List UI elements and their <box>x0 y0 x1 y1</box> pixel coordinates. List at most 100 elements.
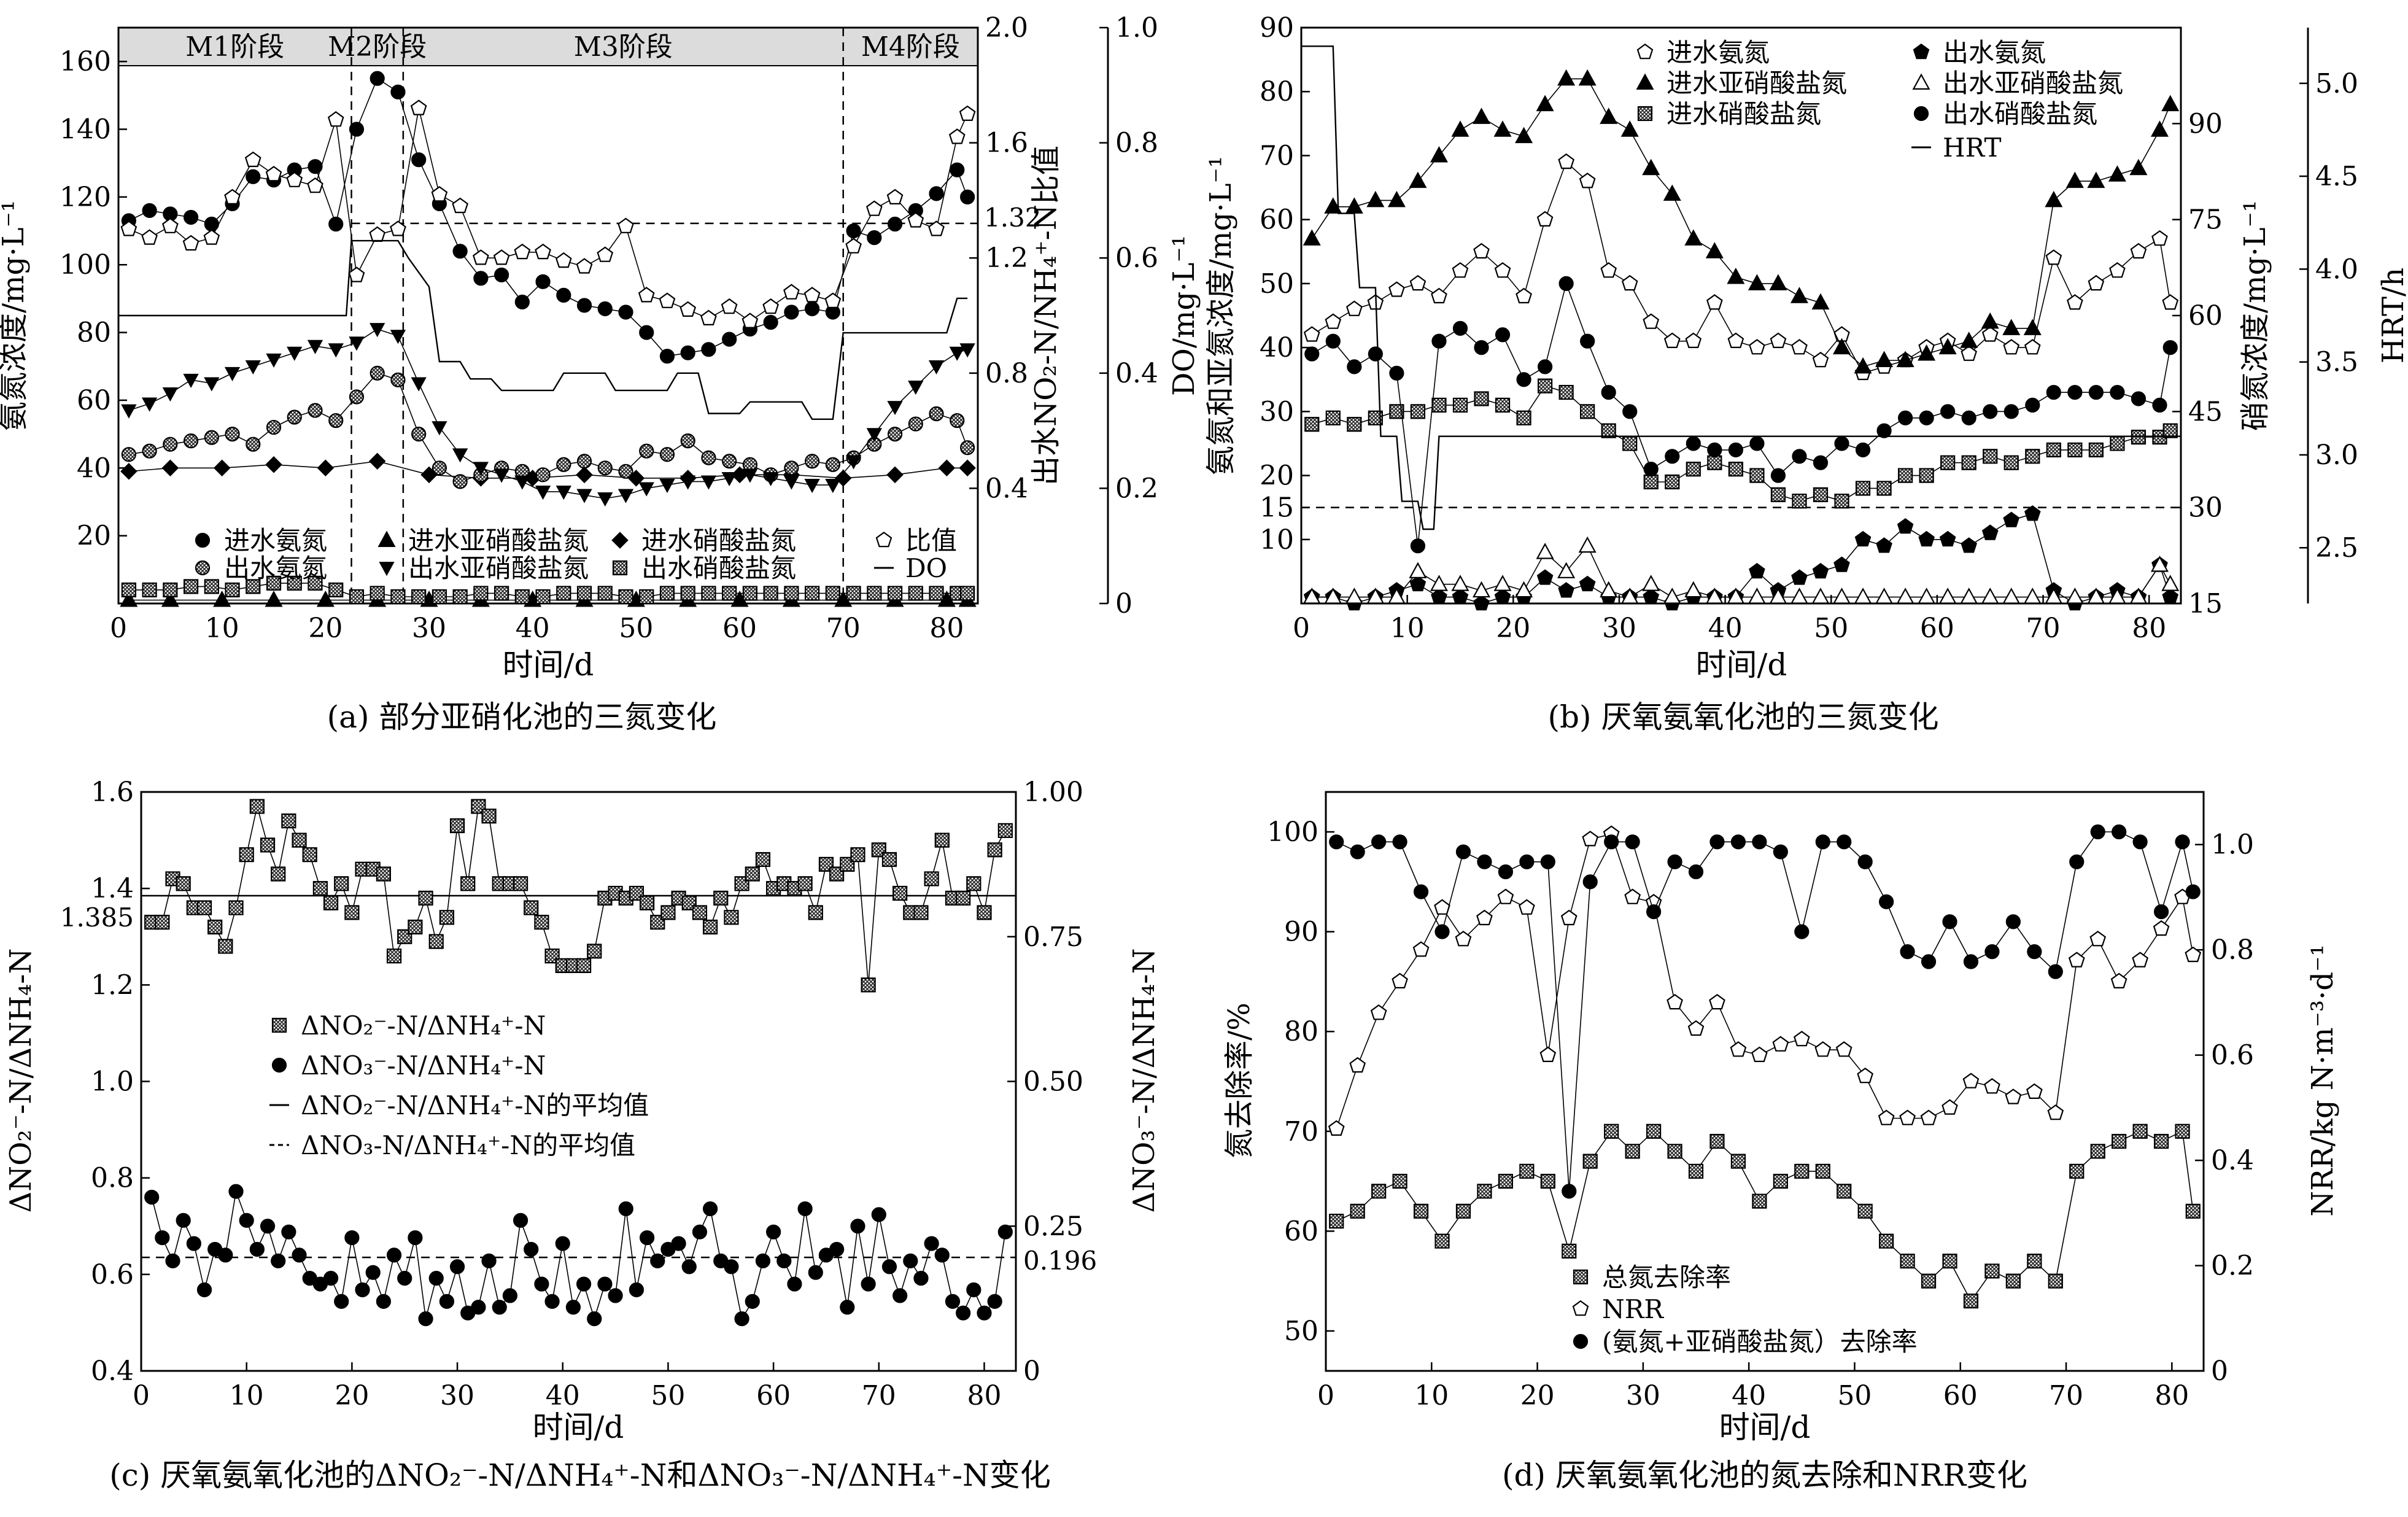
chart-a-series-3-point <box>908 416 923 432</box>
chart-a-series-3-point <box>121 447 136 462</box>
chart-d-series-0-point <box>1921 1273 1937 1289</box>
chart-d-series-0-point <box>1540 1173 1555 1189</box>
chart-a-series-5-point <box>328 582 344 598</box>
chart-a-series-6-point <box>824 292 842 308</box>
chart-d-y-tick-label: 90 <box>1284 917 1318 948</box>
chart-a-series-4-point <box>742 468 758 483</box>
chart-a-series-0-point <box>960 189 975 204</box>
chart-a-series-6-path <box>128 108 968 322</box>
chart-a-series-5-point <box>514 589 530 605</box>
chart-b-series-3-point <box>1939 530 1956 547</box>
chart-d-series-0-point <box>1646 1123 1662 1139</box>
chart-d-series-1-point <box>1392 972 1408 988</box>
chart-a-series-5-point <box>742 586 758 601</box>
chart-a-series-2-point <box>213 459 231 477</box>
chart-a-series-4-point <box>949 346 965 361</box>
chart-d-series-2-point <box>1455 844 1471 859</box>
chart-b-series-1-point <box>1387 190 1406 208</box>
chart-a-series-6-point <box>473 249 489 265</box>
chart-b-y-tick-label: 20 <box>1260 460 1294 492</box>
chart-a-series-0-point <box>535 274 551 289</box>
chart-b-x-tick-label: 30 <box>1602 613 1636 644</box>
chart-a-series-2-point <box>368 452 386 470</box>
chart-c-series-0-point <box>196 900 212 915</box>
chart-a-series-5-point <box>287 575 302 591</box>
chart-b-series-4-point <box>2129 588 2148 604</box>
chart-c-series-1-point <box>155 1230 170 1246</box>
chart-b-series-1-point <box>1727 267 1745 284</box>
chart-d-y2-label: NRR/kg N·m⁻³·d⁻¹ <box>2305 944 2340 1216</box>
chart-a-caption: (a) 部分亚硝化池的三氮变化 <box>327 699 717 735</box>
chart-b-legend-item-swatch <box>1913 106 1929 122</box>
chart-a-y3-tick-label: 0.4 <box>1115 358 1158 389</box>
chart-a-series-6-point <box>244 151 261 168</box>
chart-d-legend-item-label: (氨氮+亚硝酸盐氮）去除率 <box>1602 1327 1918 1357</box>
chart-a-series-3-point <box>390 372 406 387</box>
chart-a-series-1-point <box>161 590 179 607</box>
chart-d-series-1-point <box>2132 952 2148 968</box>
chart-b-series-4-point <box>1875 588 1894 604</box>
chart-d-series-0-point <box>1984 1263 2000 1279</box>
chart-b-y2-tick-label: 90 <box>2188 108 2223 139</box>
chart-b-series-1-point <box>1854 357 1872 374</box>
chart-d-x-tick-label: 0 <box>1317 1380 1334 1411</box>
chart-d-series-2-point <box>2027 944 2042 960</box>
chart-c-series-1-point <box>597 1276 613 1292</box>
chart-a-series-5-point <box>390 589 406 605</box>
chart-d-series-0-point <box>2027 1254 2042 1269</box>
chart-b-series-2-point <box>1643 474 1659 490</box>
chart-b-series-5-point <box>1347 359 1362 374</box>
chart-a-series-6-point <box>120 220 137 236</box>
chart-b-series-4-point <box>1578 536 1597 553</box>
chart-d-series-0-point <box>1752 1193 1767 1209</box>
chart-b-series-5-point <box>1919 410 1934 425</box>
chart-a-series-4-point <box>204 377 220 392</box>
chart-b-series-2-point <box>2046 442 2061 457</box>
chart-c-series-1-point <box>829 1241 845 1257</box>
chart-d-series-1 <box>1328 825 2202 1136</box>
chart-d-series-1-point <box>1941 1099 1958 1115</box>
chart-a-series-0-point <box>887 216 903 232</box>
chart-a-series-3-point <box>639 443 654 459</box>
chart-c-series-0-point <box>344 905 360 920</box>
chart-a-series-5-point <box>163 582 178 598</box>
chart-b-series-5-path <box>1311 282 2171 546</box>
chart-d-series-1-point <box>1814 1041 1832 1057</box>
chart-a-x-tick-label: 70 <box>826 613 861 644</box>
chart-c-legend-item-label: ΔNO₃⁻-N/ΔNH₄⁺-N <box>301 1050 546 1081</box>
chart-a-series-0-point <box>514 294 530 310</box>
chart-d-series-0-point <box>1794 1163 1810 1179</box>
chart-c-series-0-point <box>966 876 981 891</box>
chart-b-legend-item-swatch <box>1913 43 1930 60</box>
chart-b-series-1-point <box>2087 171 2105 188</box>
chart-a-series-5-point <box>805 586 820 601</box>
chart-d-series-0-point <box>1625 1144 1640 1159</box>
chart-b-series-4-point <box>1557 562 1576 578</box>
chart-b-y-tick-label: 90 <box>1260 12 1294 44</box>
chart-a-series-6-point <box>803 287 821 303</box>
chart-b-series-1-point <box>1981 312 1999 329</box>
chart-b-y2-tick-label: 60 <box>2188 300 2223 332</box>
chart-b-series-1-point <box>1366 190 1385 208</box>
chart-a-series-4-point <box>659 478 675 494</box>
chart-d-series-2-point <box>1329 834 1344 850</box>
chart-b-series-4-point <box>1493 575 1512 591</box>
chart-a-series-0-point <box>597 301 613 317</box>
chart-b-legend-item-label: 进水亚硝酸盐氮 <box>1667 68 1847 98</box>
chart-a-series-6-point <box>556 252 572 268</box>
chart-a-series-4-point <box>183 373 199 389</box>
chart-b-series-4-point <box>1409 562 1427 578</box>
chart-a-stage-label: M3阶段 <box>574 31 673 63</box>
chart-a-series-2-point <box>317 459 335 477</box>
chart-b-series-2-point <box>1580 404 1595 419</box>
chart-d-series-0-point <box>1434 1233 1450 1249</box>
chart-d-y-tick-label: 70 <box>1284 1116 1318 1147</box>
chart-a-series-0-point <box>328 216 344 232</box>
chart-b-series-5-point <box>1707 442 1722 457</box>
chart-a-series-5-point <box>929 586 944 601</box>
chart-b-series-5-point <box>1855 442 1871 457</box>
chart-b-series-5-point <box>1983 404 1998 419</box>
chart-d-x-tick-label: 60 <box>1943 1380 1978 1411</box>
chart-b-series-0-point <box>1325 313 1342 329</box>
